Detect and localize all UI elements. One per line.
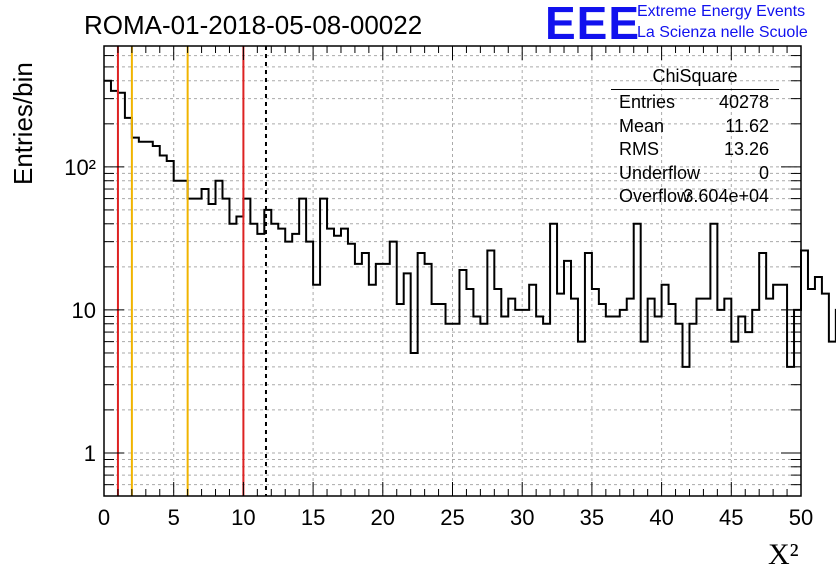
stats-key: Mean	[619, 115, 665, 136]
stats-value: 11.62	[725, 115, 769, 136]
x-tick-label: 35	[580, 505, 604, 530]
histogram-line	[104, 79, 836, 368]
stats-row-entries: Entries 40278	[611, 90, 779, 114]
stats-title: ChiSquare	[611, 66, 779, 90]
eee-logo: EEE	[545, 0, 641, 49]
stats-row-overflow: Overflow 3.604e+04	[611, 184, 779, 208]
eee-logo-line1: Extreme Energy Events	[637, 3, 806, 20]
y-axis-label: Entries/bin	[8, 62, 38, 185]
axes-layer: 0 5 10 15 20 25 30 35 40 45 50 1 10 10²	[64, 45, 813, 530]
stats-box: ChiSquare Entries 40278 Mean 11.62 RMS 1…	[611, 66, 779, 208]
x-tick-label: 0	[98, 505, 110, 530]
stats-key: Underflow	[619, 162, 701, 183]
x-axis-label: X²	[768, 538, 799, 571]
stats-value: 0	[758, 162, 769, 183]
stats-key: Entries	[619, 92, 676, 112]
y-tick-label: 10²	[64, 155, 96, 180]
stats-row-underflow: Underflow 0	[611, 161, 779, 185]
x-tick-label: 10	[231, 505, 255, 530]
stats-value: 40278	[718, 92, 769, 112]
y-tick-label: 10	[72, 298, 96, 323]
stats-key: RMS	[619, 139, 659, 159]
histogram-layer	[104, 79, 836, 368]
eee-logo-line2: La Scienza nelle Scuole	[637, 24, 808, 41]
y-tick-label: 1	[84, 441, 96, 466]
x-tick-label: 25	[440, 505, 464, 530]
x-tick-label: 15	[301, 505, 325, 530]
x-tick-label: 40	[649, 505, 673, 530]
x-tick-label: 20	[371, 505, 395, 530]
stats-row-mean: Mean 11.62	[611, 114, 779, 138]
stats-value: 3.604e+04	[683, 186, 769, 206]
stats-value: 13.26	[723, 139, 769, 159]
stats-row-rms: RMS 13.26	[611, 137, 779, 161]
stats-key: Overflow	[619, 186, 691, 206]
chart-title: ROMA-01-2018-05-08-00022	[84, 10, 423, 40]
x-tick-label: 50	[789, 505, 813, 530]
x-tick-label: 5	[168, 505, 180, 530]
reference-lines-layer	[116, 46, 267, 496]
x-tick-label: 30	[510, 505, 534, 530]
x-tick-label: 45	[719, 505, 743, 530]
